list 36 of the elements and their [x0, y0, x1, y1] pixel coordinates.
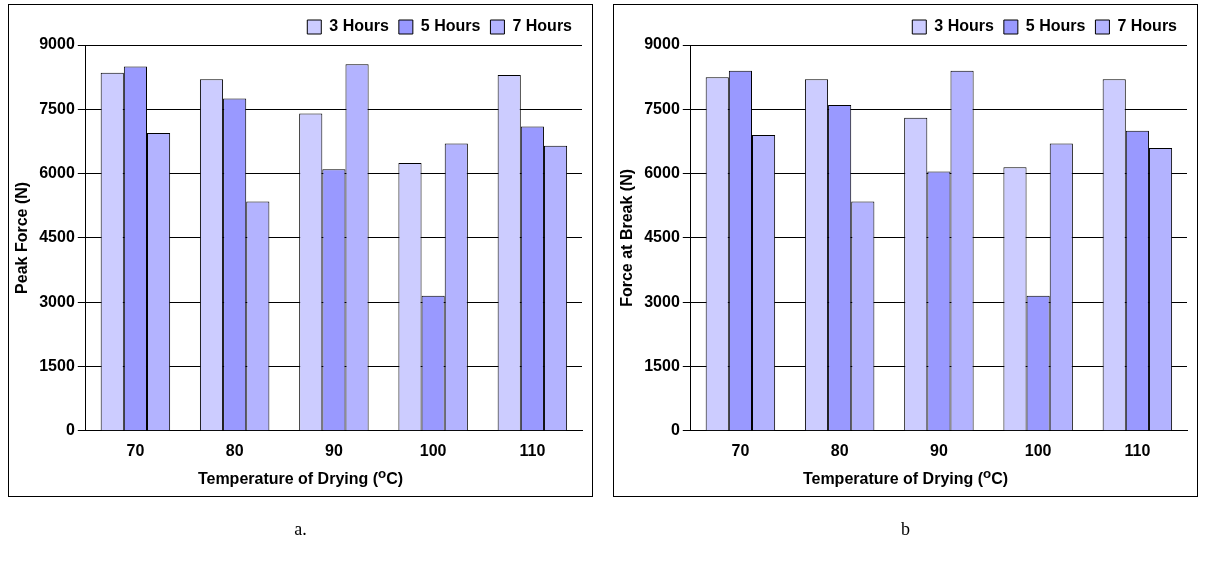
legend-label: 3 Hours: [329, 17, 389, 35]
y-axis-title: Peak Force (N): [13, 181, 31, 294]
y-tick-label: 1500: [39, 356, 75, 374]
x-tick-label: 80: [225, 441, 244, 459]
text: b: [900, 519, 911, 541]
y-axis-title: Force at Break (N): [618, 168, 636, 307]
legend-label: 5 Hours: [1025, 17, 1086, 35]
x-tick-label: 110: [1124, 441, 1151, 459]
y-tick-label: 0: [65, 421, 75, 439]
text: a.: [293, 519, 308, 541]
x-tick-label: 100: [1024, 441, 1052, 459]
legend-label: 3 Hours: [934, 17, 994, 35]
y-tick-label: 4500: [644, 228, 680, 246]
y-tick-label: 4500: [39, 228, 75, 246]
x-tick-label: 110: [519, 441, 546, 459]
y-tick-label: 7500: [644, 99, 680, 117]
y-tick-label: 6000: [39, 164, 75, 182]
y-tick-label: 3000: [39, 292, 75, 310]
x-tick-label: 70: [126, 441, 145, 459]
legend-label: 5 Hours: [420, 17, 481, 35]
x-axis-title: Temperature of Drying ($^{o}$C): [196, 466, 405, 489]
y-tick-label: 6000: [644, 164, 680, 182]
legend-label: 7 Hours: [1117, 17, 1178, 35]
legend-label: 7 Hours: [512, 17, 573, 35]
y-tick-label: 9000: [39, 35, 75, 53]
y-tick-label: 7500: [39, 99, 75, 117]
y-tick-label: 9000: [644, 35, 680, 53]
y-tick-label: 1500: [644, 356, 680, 374]
x-tick-label: 90: [930, 441, 948, 459]
y-tick-label: 3000: [644, 292, 680, 310]
x-tick-label: 70: [731, 441, 750, 459]
x-tick-label: 80: [830, 441, 849, 459]
x-tick-label: 90: [325, 441, 343, 459]
x-axis-title: Temperature of Drying ($^{o}$C): [801, 466, 1010, 489]
y-tick-label: 0: [670, 421, 680, 439]
x-tick-label: 100: [419, 441, 447, 459]
